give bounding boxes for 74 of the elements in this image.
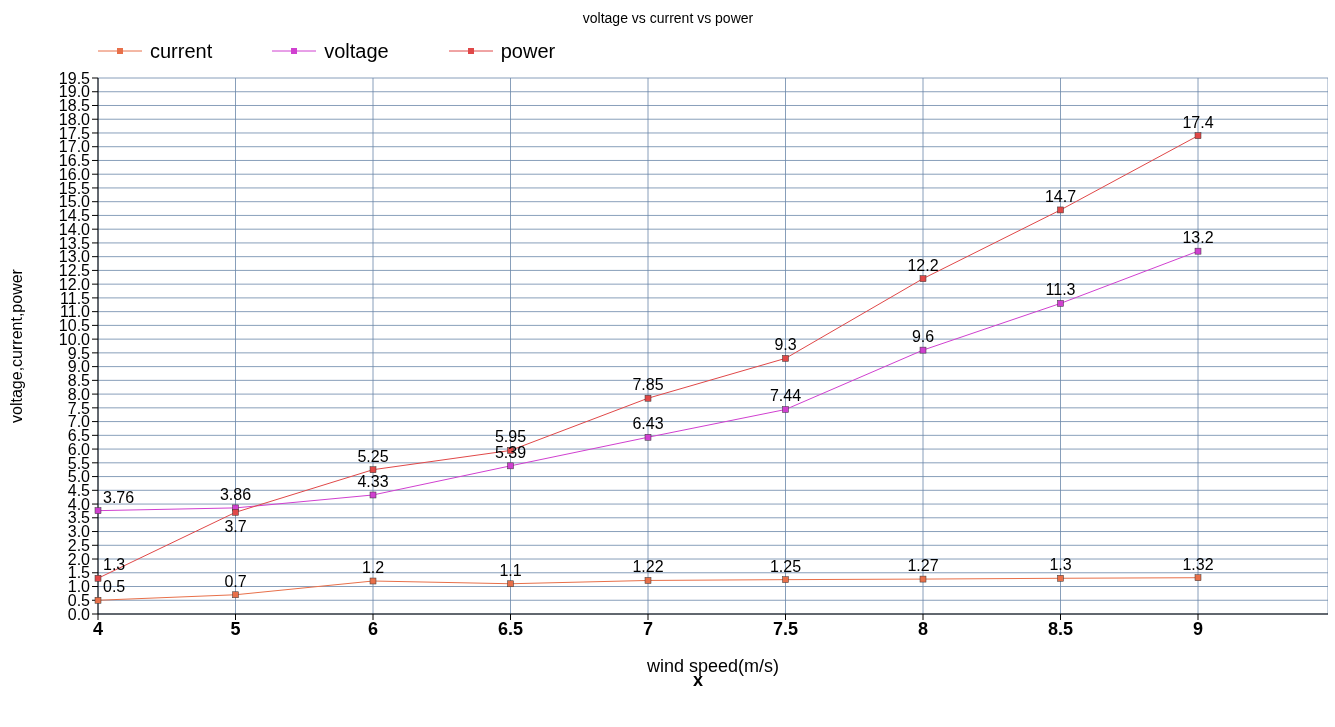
y-tick-label: 4.5 xyxy=(67,481,91,499)
point xyxy=(507,580,514,588)
data-label: 0.5 xyxy=(103,578,126,596)
data-label: 1.25 xyxy=(769,557,802,575)
y-tick-label: 12.0 xyxy=(58,275,91,293)
point xyxy=(369,577,377,585)
data-label: 1.2 xyxy=(361,559,385,577)
point xyxy=(782,406,789,413)
data-label: 1.22 xyxy=(632,558,664,576)
point xyxy=(919,346,927,354)
data-label: 3.7 xyxy=(224,518,247,536)
data-label: 14.7 xyxy=(1044,187,1077,205)
point xyxy=(94,575,102,582)
x-tick-label: 7 xyxy=(642,618,654,639)
chart-title: voltage vs current vs power xyxy=(581,9,755,28)
point xyxy=(507,462,514,470)
data-label: 12.2 xyxy=(907,256,939,274)
x-tick-label: 8.5 xyxy=(1047,618,1074,639)
data-label: 4.33 xyxy=(357,472,389,490)
data-label: 5.95 xyxy=(494,428,527,446)
data-label: 1.3 xyxy=(103,556,126,574)
point xyxy=(644,434,652,441)
x-tick-label: 6.5 xyxy=(497,618,524,639)
data-label: 1.3 xyxy=(1049,556,1072,574)
point xyxy=(1057,300,1064,307)
point xyxy=(644,577,652,584)
point xyxy=(369,466,377,473)
data-label: 9.3 xyxy=(774,336,797,354)
point xyxy=(232,509,239,516)
y-tick-label: 18.0 xyxy=(58,110,91,128)
point xyxy=(1194,574,1202,581)
y-tick-label: 2.5 xyxy=(67,536,91,554)
data-label: 7.44 xyxy=(769,387,802,405)
point xyxy=(644,394,652,402)
point xyxy=(1057,206,1064,214)
data-label: 17.4 xyxy=(1182,113,1214,131)
y-tick-label: 16.0 xyxy=(58,165,91,183)
data-label: 3.76 xyxy=(103,488,135,506)
y-tick-label: 14.0 xyxy=(58,220,91,238)
point xyxy=(782,355,789,362)
x-tick-label: 8 xyxy=(917,618,929,639)
y-axis-title: voltage,current,power xyxy=(7,268,25,423)
point xyxy=(232,591,239,599)
data-label: 1.32 xyxy=(1182,555,1214,573)
x-tick-label: 4 xyxy=(92,618,104,639)
legend-label: current xyxy=(150,39,213,63)
x-tick-label: 5 xyxy=(230,618,241,639)
point xyxy=(1057,575,1064,582)
legend-label: power xyxy=(500,39,556,63)
data-label: 3.86 xyxy=(219,485,252,503)
x-tick-label: 9 xyxy=(1192,618,1204,639)
data-label: 13.2 xyxy=(1182,229,1214,247)
y-tick-label: 10.0 xyxy=(58,330,91,348)
data-label: 9.6 xyxy=(911,328,935,346)
data-label: 5.39 xyxy=(494,443,527,461)
x-tick-label: 7.5 xyxy=(772,618,799,639)
point xyxy=(919,275,927,282)
point xyxy=(782,576,789,583)
data-label: 1.27 xyxy=(907,557,939,575)
point xyxy=(1194,132,1202,139)
point xyxy=(369,491,377,499)
data-label: 5.25 xyxy=(357,447,389,465)
data-label: 11.3 xyxy=(1045,281,1076,299)
y-tick-label: 8.0 xyxy=(67,385,91,403)
y-tick-label: 6.0 xyxy=(67,440,91,458)
data-label: 0.7 xyxy=(224,572,247,590)
data-label: 1.1 xyxy=(499,561,522,579)
x-tick-label: 6 xyxy=(367,618,379,639)
data-label: 6.43 xyxy=(632,415,664,433)
point xyxy=(919,575,927,583)
point xyxy=(94,507,102,514)
data-label: 7.85 xyxy=(632,376,664,394)
legend-label: voltage xyxy=(324,39,389,63)
point xyxy=(1194,247,1202,255)
